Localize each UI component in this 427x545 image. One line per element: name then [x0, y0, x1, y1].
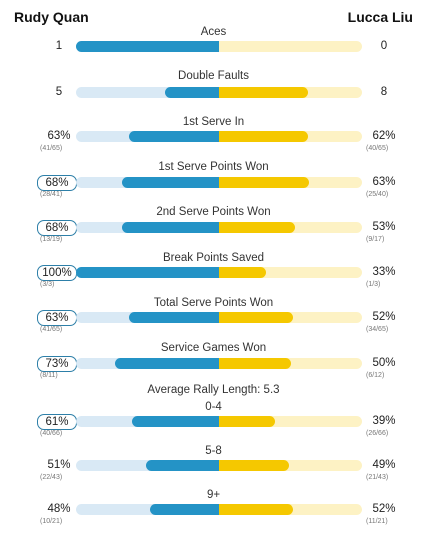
comparison-bar [76, 504, 362, 515]
rally-length-title: Average Rally Length: 5.3 [147, 384, 280, 396]
player1-name: Rudy Quan [14, 9, 89, 25]
player1-fraction: (13/19) [40, 236, 63, 243]
player1-bar-fill [122, 222, 219, 233]
stat-label: Break Points Saved [162, 252, 264, 264]
players-header: Rudy Quan Lucca Liu [0, 0, 427, 26]
player1-fraction: (41/65) [40, 326, 63, 333]
player2-value: 63% [372, 176, 396, 188]
stat-label: 1st Serve Points Won [158, 161, 269, 173]
player1-bar-fill [122, 177, 219, 188]
stat-label: Service Games Won [160, 342, 267, 354]
player2-bar-fill [219, 131, 308, 142]
player2-bar-fill [219, 222, 295, 233]
player2-name: Lucca Liu [347, 9, 413, 25]
player1-bar-fill [129, 312, 219, 323]
player2-fraction: (25/40) [366, 191, 389, 198]
player1-value: 5 [55, 86, 63, 98]
player2-bar-fill [219, 460, 289, 471]
player2-bar-fill [219, 177, 309, 188]
player2-value: 62% [372, 130, 396, 142]
comparison-bar [76, 312, 362, 323]
player2-value: 39% [372, 415, 396, 427]
player2-bar-track [219, 267, 362, 278]
player2-fraction: (34/65) [366, 326, 389, 333]
player1-bar-fill [76, 41, 219, 52]
player2-value: 8 [380, 86, 388, 98]
player1-fraction: (40/66) [40, 430, 63, 437]
player1-value: 1 [55, 40, 63, 52]
player1-value: 61% [37, 414, 77, 430]
player1-bar-fill [76, 267, 219, 278]
player2-bar-track [219, 460, 362, 471]
player1-fraction: (28/41) [40, 191, 63, 198]
player2-bar-fill [219, 504, 293, 515]
player1-value: 63% [37, 310, 77, 326]
player1-value: 63% [47, 130, 71, 142]
player1-bar-fill [115, 358, 219, 369]
player2-bar-fill [219, 267, 266, 278]
player2-value: 50% [372, 357, 396, 369]
player2-fraction: (1/3) [366, 281, 381, 288]
stat-label: 5-8 [205, 445, 222, 457]
player1-bar-fill [132, 416, 219, 427]
comparison-bar [76, 177, 362, 188]
stat-label: Double Faults [178, 70, 249, 82]
comparison-bar [76, 222, 362, 233]
comparison-bar [76, 267, 362, 278]
player2-value: 52% [372, 503, 396, 515]
player1-fraction: (41/65) [40, 145, 63, 152]
stat-label: 9+ [206, 489, 221, 501]
player2-value: 0 [380, 40, 388, 52]
player1-bar-fill [150, 504, 219, 515]
player2-fraction: (21/43) [366, 474, 389, 481]
player2-value: 33% [372, 266, 396, 278]
player2-value: 53% [372, 221, 396, 233]
comparison-bar [76, 416, 362, 427]
player1-fraction: (3/3) [40, 281, 55, 288]
player2-fraction: (9/17) [366, 236, 385, 243]
stat-label: Total Serve Points Won [153, 297, 274, 309]
player2-bar-fill [219, 87, 308, 98]
player2-bar-track [219, 416, 362, 427]
player1-bar-fill [146, 460, 219, 471]
player2-bar-track [219, 41, 362, 52]
player1-fraction: (10/21) [40, 518, 63, 525]
comparison-bar [76, 460, 362, 471]
comparison-bar [76, 358, 362, 369]
player2-fraction: (26/66) [366, 430, 389, 437]
player2-bar-fill [219, 358, 291, 369]
stat-label: 2nd Serve Points Won [156, 206, 271, 218]
player1-bar-track [76, 504, 219, 515]
player1-value: 100% [37, 265, 77, 281]
comparison-bar [76, 41, 362, 52]
player2-bar-fill [219, 312, 293, 323]
player1-value: 68% [37, 175, 77, 191]
player1-bar-fill [165, 87, 219, 98]
player1-bar-fill [129, 131, 219, 142]
player2-fraction: (40/65) [366, 145, 389, 152]
player1-value: 48% [47, 503, 71, 515]
player1-value: 68% [37, 220, 77, 236]
player2-value: 52% [372, 311, 396, 323]
player1-fraction: (22/43) [40, 474, 63, 481]
player2-fraction: (6/12) [366, 372, 385, 379]
comparison-bar [76, 131, 362, 142]
player2-fraction: (11/21) [366, 518, 388, 525]
comparison-bar [76, 87, 362, 98]
player1-value: 73% [37, 356, 77, 372]
stat-label: 1st Serve In [182, 116, 245, 128]
player1-fraction: (8/11) [40, 372, 58, 379]
player1-value: 51% [47, 459, 71, 471]
player1-bar-track [76, 87, 219, 98]
stat-label: 0-4 [205, 401, 222, 413]
stat-label: Aces [200, 26, 227, 38]
player2-bar-fill [219, 416, 275, 427]
player2-value: 49% [372, 459, 396, 471]
